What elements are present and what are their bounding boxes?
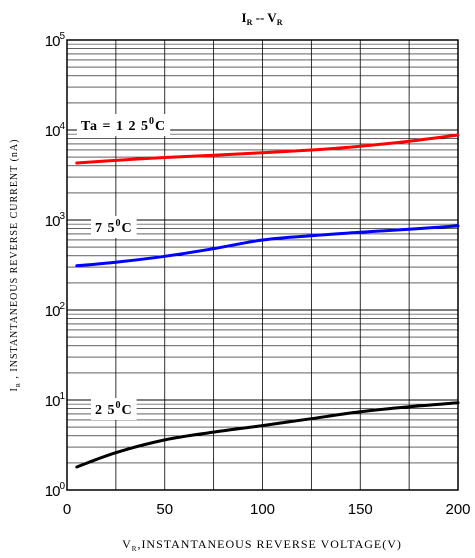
series-label: 7 50C <box>95 218 133 236</box>
title-sub-b: R <box>277 18 283 27</box>
grid-lines <box>67 40 458 490</box>
series-label-degree: 0 <box>116 218 122 229</box>
y-tick-label: 103 <box>45 211 66 230</box>
title-sep: -- <box>252 10 267 25</box>
xlabel-sub: R <box>132 545 138 553</box>
series-label-unit: C <box>122 221 133 236</box>
series-label: Ta = 1 2 50C <box>81 116 166 134</box>
series-label-bg <box>91 398 137 420</box>
chart-title: IR -- VR <box>242 10 283 27</box>
xlabel-rest: ,INSTANTANEOUS REVERSE VOLTAGE(V) <box>137 537 401 551</box>
series-label-bg <box>91 216 137 238</box>
y-tick-exp: 2 <box>59 301 65 312</box>
x-tick-label: 200 <box>445 501 470 518</box>
title-main-b: V <box>267 10 277 25</box>
ylabel-rest: , INSTANTANEOUS REVERSE CURRENT (nA) <box>9 139 20 383</box>
series-label-degree: 0 <box>116 400 122 411</box>
x-axis-label: VR,INSTANTANEOUS REVERSE VOLTAGE(V) <box>122 537 402 553</box>
y-tick-base: 10 <box>45 213 60 230</box>
series-line <box>75 401 460 469</box>
title-main-a: I <box>242 10 247 25</box>
x-tick-labels: 0 50 100 150 200 <box>63 501 471 518</box>
xlabel-main: V <box>122 537 132 551</box>
y-tick-label: 100 <box>45 481 66 500</box>
series-label-unit: C <box>122 403 133 418</box>
series-layer <box>75 133 460 469</box>
y-tick-exp: 5 <box>59 31 65 42</box>
y-tick-label: 101 <box>45 391 66 410</box>
y-tick-base: 10 <box>45 393 60 410</box>
series-label-text: Ta = 1 2 5 <box>81 119 149 134</box>
y-tick-label: 104 <box>45 121 66 140</box>
y-axis-label: IR , INSTANTANEOUS REVERSE CURRENT (nA) <box>9 139 22 392</box>
x-tick-label: 50 <box>156 501 173 518</box>
series-line <box>75 133 460 165</box>
y-tick-exp: 0 <box>59 481 65 492</box>
plot-frame <box>66 39 459 491</box>
series-label-text: 7 5 <box>95 221 116 236</box>
y-tick-label: 105 <box>45 31 66 50</box>
series-line <box>75 224 460 268</box>
series-label-bg <box>77 114 171 136</box>
y-tick-base: 10 <box>45 483 60 500</box>
title-sub-a: R <box>247 18 253 27</box>
x-tick-label: 100 <box>250 501 275 518</box>
ylabel-sub: R <box>16 382 22 387</box>
series-label-degree: 0 <box>149 116 155 127</box>
y-tick-exp: 4 <box>59 121 65 132</box>
y-tick-exp: 3 <box>59 211 65 222</box>
y-tick-exp: 1 <box>59 391 65 402</box>
x-tick-label: 150 <box>348 501 373 518</box>
x-tick-label: 0 <box>63 501 71 518</box>
y-tick-base: 10 <box>45 303 60 320</box>
y-tick-label: 102 <box>45 301 66 320</box>
ylabel-main: I <box>9 387 20 391</box>
y-tick-base: 10 <box>45 123 60 140</box>
y-tick-base: 10 <box>45 33 60 50</box>
series-label-unit: C <box>155 119 166 134</box>
series-label-text: 2 5 <box>95 403 116 418</box>
series-label: 2 50C <box>95 400 133 418</box>
